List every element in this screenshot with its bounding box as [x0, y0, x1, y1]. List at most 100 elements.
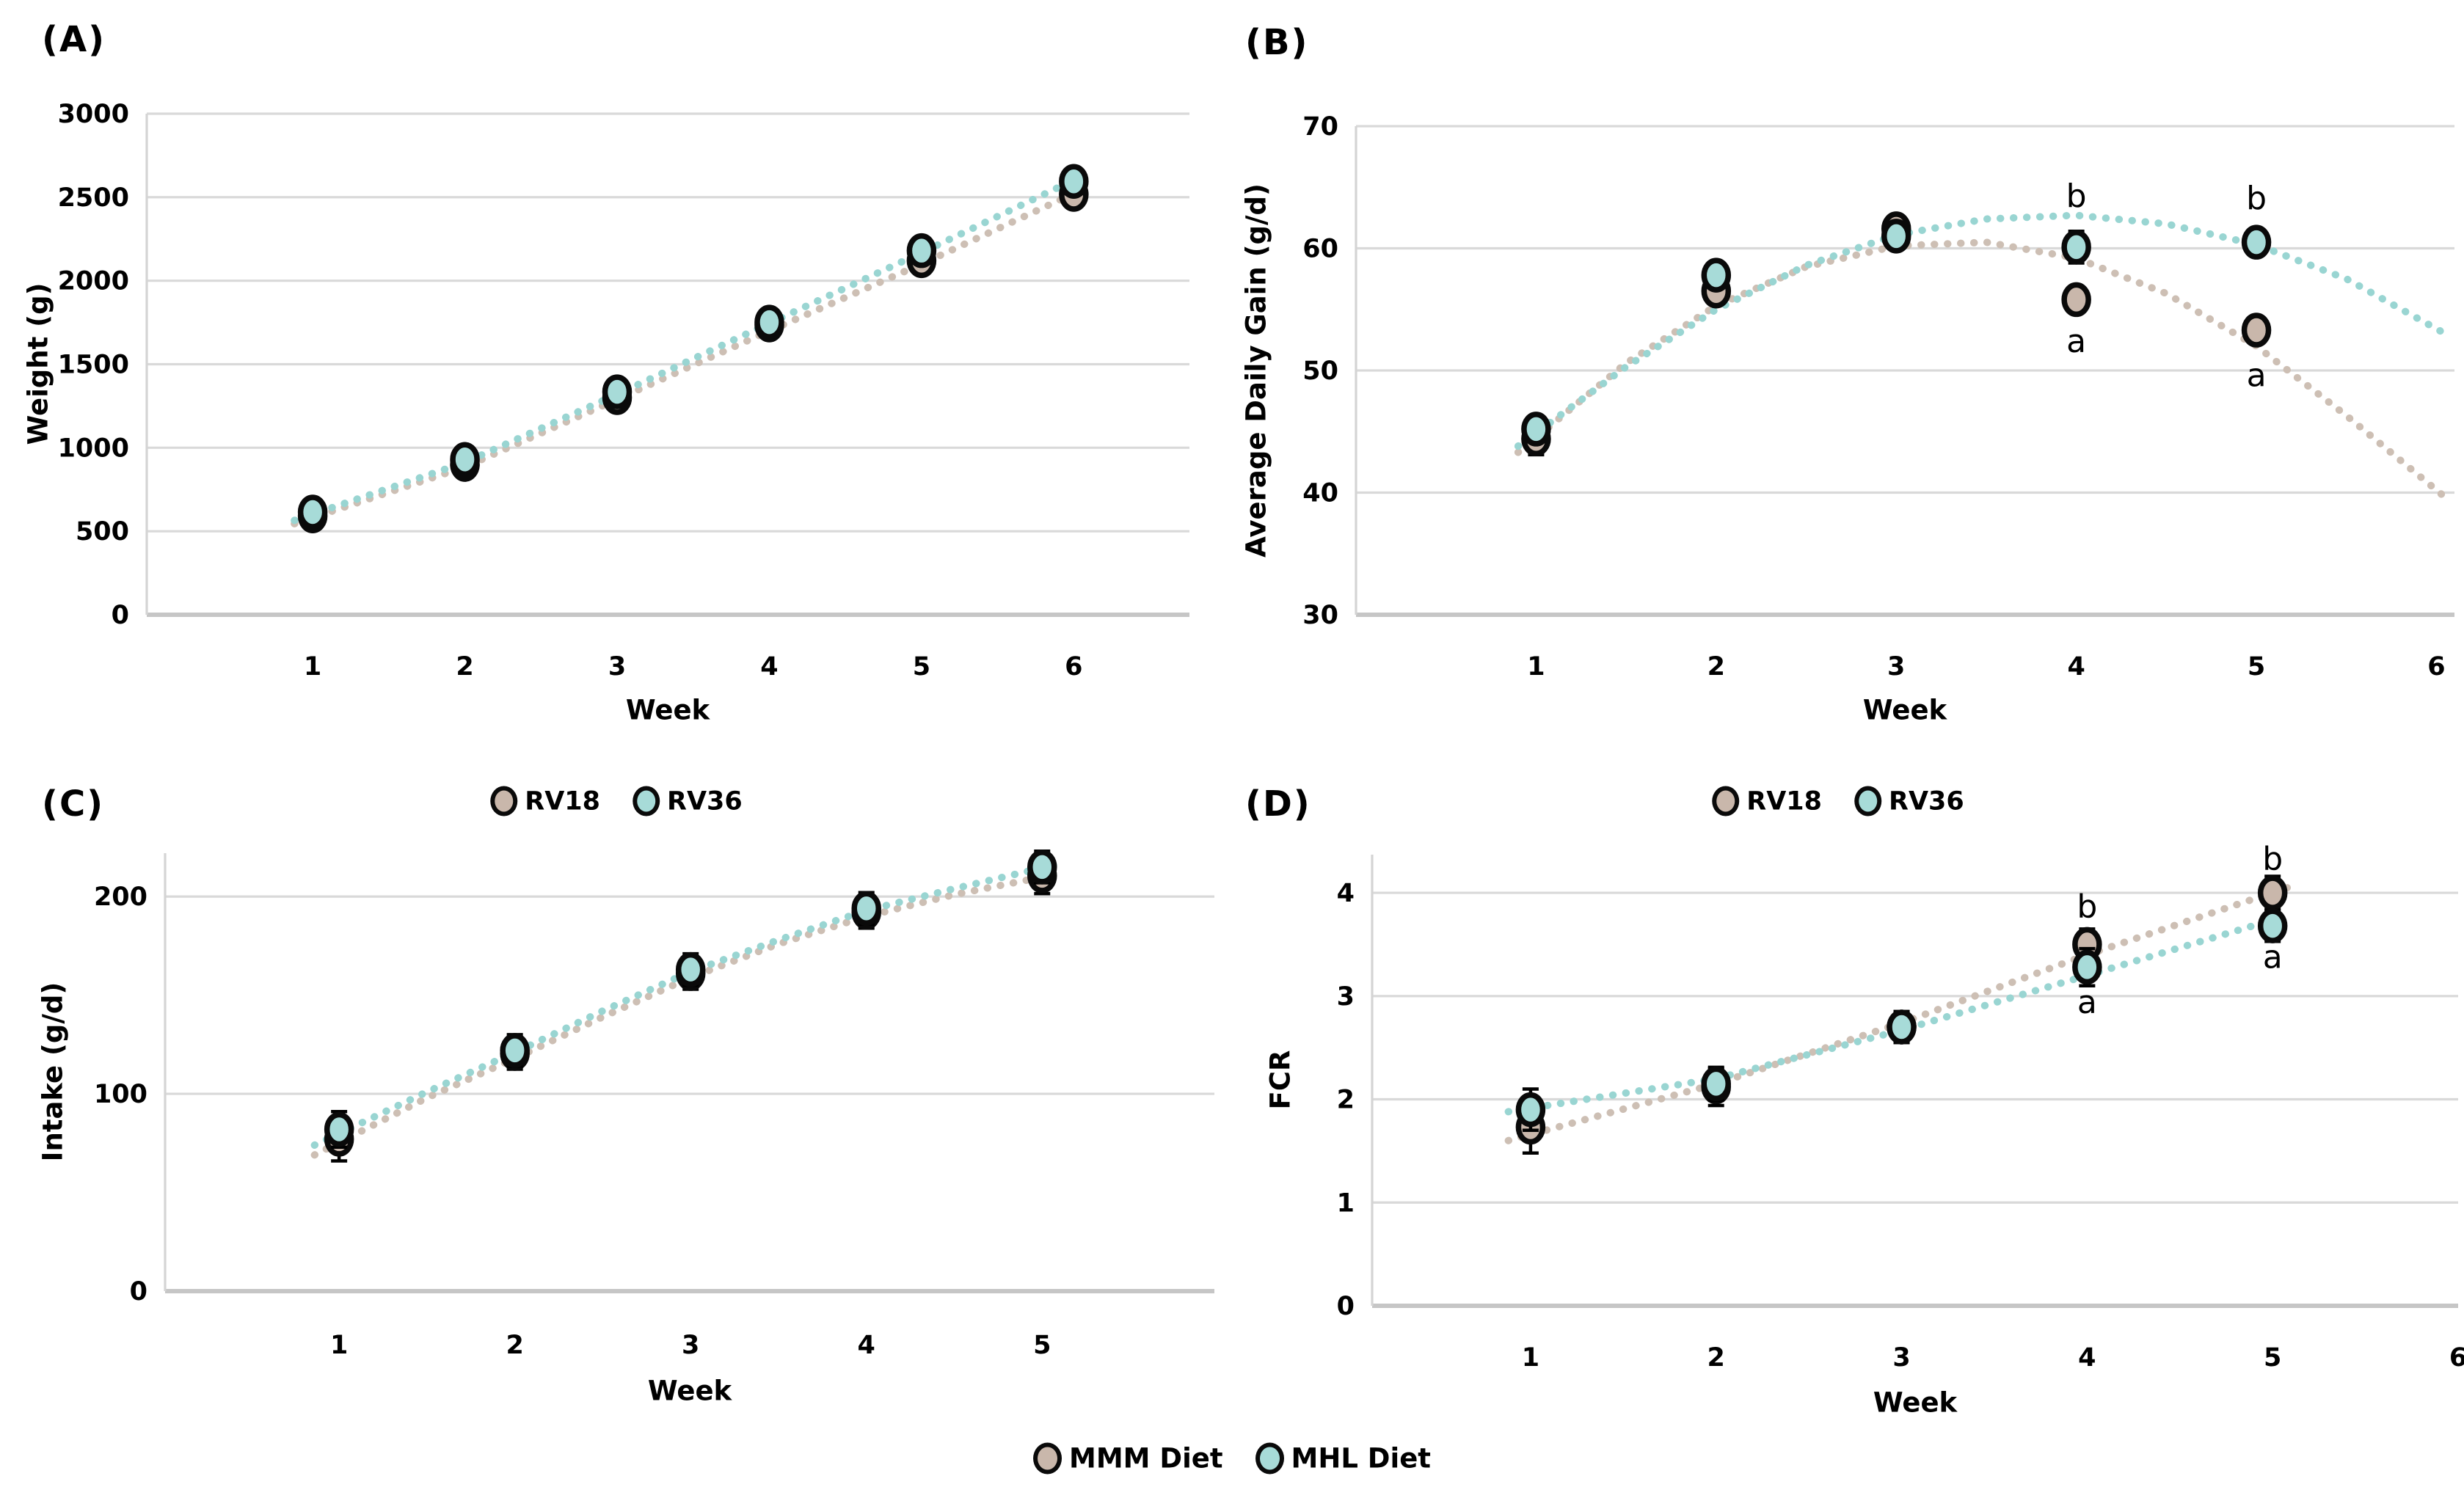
x-tick-label: 4: [2067, 652, 2085, 682]
panel-a-label: (A): [42, 19, 106, 60]
data-point-rv36-week-2: [450, 442, 480, 478]
data-point-rv18-week-5: [2257, 875, 2288, 910]
data-point-rv36-week-4: [2061, 230, 2091, 265]
y-tick-label: 1000: [58, 434, 129, 463]
x-tick-label: 1: [1522, 1343, 1539, 1373]
y-tick-label: 50: [1302, 357, 1338, 386]
legend-label: RV18: [525, 786, 600, 816]
x-tick-label: 4: [858, 1331, 875, 1360]
x-tick-label: 5: [913, 652, 930, 682]
legend-label: MHL Diet: [1291, 1442, 1431, 1475]
panel-c-plot: 0 100 200 1 2 3 4 5: [94, 850, 1214, 1360]
rv36-marker-icon: [633, 786, 660, 816]
y-tick-label: 200: [94, 883, 147, 912]
x-tick-label: 1: [304, 652, 321, 682]
x-tick-label: 6: [2427, 652, 2445, 682]
data-point-rv36-week-6: [1059, 164, 1089, 199]
y-tick-label: 2500: [58, 183, 129, 213]
y-tick-label: 2: [1337, 1086, 1355, 1115]
legend-item-rv36: RV36: [1854, 786, 1964, 816]
x-tick-label: 5: [1033, 1331, 1051, 1360]
panel-d-legend: RV18 RV36: [1712, 786, 1964, 816]
panel-b-y-axis-title: Average Daily Gain (g/d): [1240, 183, 1272, 558]
data-point-rv36-week-3: [602, 374, 633, 409]
x-tick-label: 3: [1892, 1343, 1910, 1373]
panel-d-plot: 0 1 2 3 4 1 2 3 4 5 6 b a b a: [1337, 841, 2464, 1373]
y-tick-label: 2000: [58, 267, 129, 296]
data-point-rv36-week-2: [1701, 1066, 1731, 1102]
legend-label: RV36: [667, 786, 743, 816]
y-tick-label: 60: [1302, 235, 1338, 264]
x-tick-label: 6: [2449, 1343, 2464, 1373]
rv36-marker-icon: [1854, 786, 1881, 816]
data-point-rv36-week-1: [1521, 412, 1551, 447]
data-point-rv36-week-1: [1515, 1092, 1546, 1128]
trend-line-rv18: [291, 192, 1071, 527]
trend-line-rv36: [1514, 211, 2449, 450]
data-point-rv36-week-1: [297, 494, 328, 530]
significance-letter: b: [2066, 178, 2087, 215]
x-tick-label: 4: [760, 652, 778, 682]
trend-line-rv36: [310, 859, 1067, 1149]
significance-letter: b: [2246, 180, 2267, 217]
data-point-rv36-week-2: [1701, 257, 1732, 293]
y-tick-label: 3: [1337, 982, 1355, 1012]
significance-letter: b: [2077, 888, 2097, 925]
data-point-rv36-week-5: [2241, 224, 2272, 260]
panel-b-label: (B): [1245, 22, 1309, 63]
legend-item-rv18: RV18: [1712, 786, 1822, 816]
data-point-rv36-week-4: [2072, 949, 2102, 985]
panel-d-label: (D): [1245, 783, 1311, 825]
data-point-rv36-week-4: [754, 304, 784, 340]
x-tick-label: 5: [2248, 652, 2265, 682]
x-tick-label: 5: [2264, 1343, 2281, 1373]
mmm-diet-marker-icon: [1033, 1442, 1062, 1475]
panel-a-x-axis-title: Week: [625, 694, 710, 726]
data-point-rv36-week-3: [1881, 219, 1911, 254]
data-point-rv36-week-3: [1887, 1009, 1917, 1045]
rv18-marker-icon: [490, 786, 518, 816]
legend-item-rv36: RV36: [633, 786, 743, 816]
y-tick-label: 1500: [58, 351, 129, 380]
x-tick-label: 6: [1065, 652, 1082, 682]
trend-line-rv18: [310, 869, 1067, 1159]
significance-letter: a: [2247, 357, 2267, 395]
trend-line-rv18: [1514, 238, 2449, 502]
panel-a-y-axis-title: Weight (g): [22, 282, 54, 445]
panel-c-legend: RV18 RV36: [490, 786, 743, 816]
data-point-rv36-week-2: [500, 1033, 530, 1068]
significance-letter: b: [2262, 841, 2283, 878]
y-tick-label: 1: [1337, 1188, 1355, 1218]
y-tick-label: 70: [1302, 112, 1338, 142]
mhl-diet-marker-icon: [1255, 1442, 1284, 1475]
figure-diet-legend: MMM Diet MHL Diet: [1033, 1442, 1431, 1475]
x-tick-label: 2: [456, 652, 473, 682]
legend-label: RV36: [1889, 786, 1964, 816]
data-point-rv18-week-5: [2241, 313, 2272, 348]
y-tick-label: 0: [112, 601, 129, 630]
trend-line-rv36: [291, 179, 1071, 525]
y-tick-label: 40: [1302, 479, 1338, 508]
y-tick-label: 100: [94, 1080, 147, 1109]
x-tick-label: 3: [608, 652, 626, 682]
x-tick-label: 3: [1887, 652, 1905, 682]
panel-d-x-axis-title: Week: [1873, 1386, 1958, 1419]
data-point-rv36-week-1: [324, 1111, 354, 1147]
legend-item-mhl-diet: MHL Diet: [1255, 1442, 1431, 1475]
y-tick-label: 30: [1302, 601, 1338, 630]
y-tick-label: 500: [76, 517, 129, 547]
y-tick-label: 4: [1337, 879, 1355, 908]
panel-b-x-axis-title: Week: [1862, 694, 1947, 726]
significance-letter: a: [2066, 323, 2086, 360]
data-point-rv36-week-5: [2257, 908, 2288, 943]
data-point-rv36-week-5: [906, 233, 937, 268]
data-point-rv36-week-4: [851, 891, 881, 927]
legend-label: MMM Diet: [1069, 1442, 1223, 1475]
panel-c-y-axis-title: Intake (g/d): [37, 982, 69, 1162]
panel-b-plot: 30 40 50 60 70 1 2 3 4 5 6 b a b a: [1302, 112, 2454, 682]
panel-d-y-axis-title: FCR: [1264, 1050, 1297, 1110]
panel-a-plot: 0 500 1000 1500 2000 2500 3000 1 2 3 4 5 6: [58, 100, 1189, 682]
x-tick-label: 3: [682, 1331, 699, 1360]
